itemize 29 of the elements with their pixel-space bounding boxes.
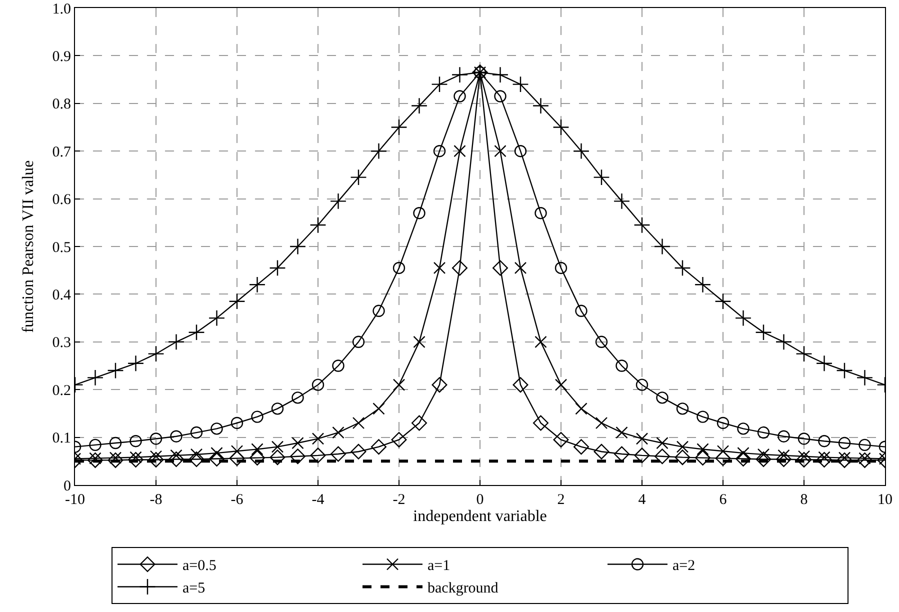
x-axis-title: independent variable xyxy=(413,508,547,525)
y-tick-label: 1.0 xyxy=(52,1,71,18)
y-tick-label: 0.2 xyxy=(52,382,71,399)
y-tick-label: 0.9 xyxy=(52,48,71,65)
x-tick-label: 10 xyxy=(878,492,892,508)
x-tick-label: -10 xyxy=(65,492,85,508)
x-tick-label: -6 xyxy=(230,492,244,508)
x-tick-label: 0 xyxy=(476,492,484,508)
y-tick-label: 0.5 xyxy=(52,240,71,256)
y-tick-label: 0.6 xyxy=(52,192,72,208)
x-tick-label: 6 xyxy=(719,492,728,508)
x-tick-label: -8 xyxy=(150,492,162,508)
y-tick-label: 0.3 xyxy=(52,335,71,352)
x-tick-label: 2 xyxy=(557,492,565,508)
legend-label: a=2 xyxy=(672,558,696,574)
y-tick-label: 0 xyxy=(64,478,71,494)
x-tick-label: -4 xyxy=(312,492,325,508)
y-tick-label: 0.8 xyxy=(52,96,71,113)
x-tick-label: 4 xyxy=(638,492,646,508)
legend-label: a=1 xyxy=(428,558,450,574)
x-tick-label: 8 xyxy=(800,492,808,508)
y-tick-label: 0.1 xyxy=(52,430,71,447)
y-axis-title: function Pearson VII value xyxy=(20,160,37,333)
legend-label: background xyxy=(428,580,499,597)
legend-label: a=5 xyxy=(182,580,206,597)
x-tick-label: -2 xyxy=(392,492,406,508)
legend-label: a=0.5 xyxy=(182,558,216,574)
y-tick-label: 0.7 xyxy=(52,144,72,160)
y-tick-label: 0.4 xyxy=(52,287,72,304)
